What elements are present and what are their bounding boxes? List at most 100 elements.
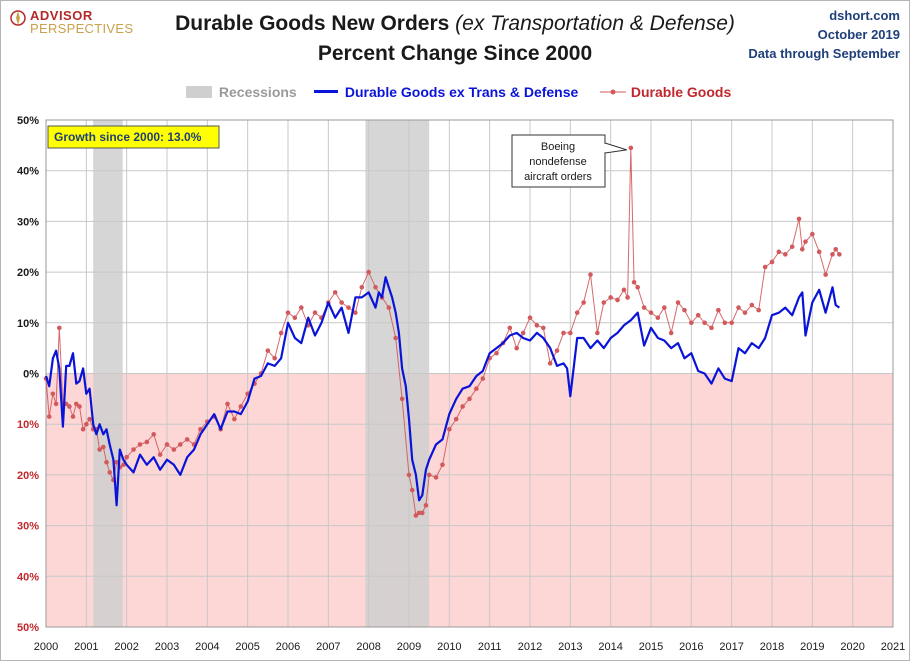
legend-series-durable: Durable Goods xyxy=(600,84,731,100)
durable-goods-point xyxy=(783,252,788,257)
durable-goods-point xyxy=(80,426,86,432)
advisor-perspectives-logo: ADVISOR PERSPECTIVES xyxy=(8,6,158,40)
durable-goods-point xyxy=(689,320,694,326)
durable-goods-point xyxy=(749,302,755,308)
ex-trans-swatch xyxy=(314,90,338,93)
durable-goods-point xyxy=(359,285,365,290)
source-data-through: Data through September xyxy=(748,46,900,61)
durable-goods-point xyxy=(474,386,479,392)
durable-goods-point xyxy=(184,437,190,442)
x-tick-label: 2019 xyxy=(800,641,824,653)
growth-callout: Growth since 2000: 13.0% xyxy=(47,125,220,149)
durable-goods-point xyxy=(762,264,768,270)
durable-goods-point xyxy=(409,487,415,493)
durable-goods-point xyxy=(635,285,640,290)
callout-text-line: aircraft orders xyxy=(524,171,592,183)
durable-goods-point xyxy=(608,295,613,300)
durable-goods-point xyxy=(299,305,304,310)
durable-goods-point xyxy=(87,416,92,422)
negative-zone xyxy=(46,373,893,627)
durable-goods-point xyxy=(736,305,741,310)
durable-goods-point xyxy=(46,414,52,419)
growth-box xyxy=(47,125,220,149)
durable-goods-point xyxy=(799,246,805,252)
durable-goods-point xyxy=(816,249,822,255)
callout-box xyxy=(511,134,606,188)
durable-goods-point xyxy=(416,510,422,516)
x-tick-label: 2008 xyxy=(356,641,380,653)
durable-goods-point xyxy=(823,272,828,277)
durable-goods-point xyxy=(107,470,113,475)
durable-goods-point xyxy=(810,231,815,237)
boeing-callout: Boeing nondefense aircraft orders xyxy=(511,134,627,188)
x-tick-label: 2009 xyxy=(397,641,421,653)
durable-goods-point xyxy=(520,330,526,336)
legend-ex-trans-label: Durable Goods ex Trans & Defense xyxy=(344,84,579,100)
durable-goods-point xyxy=(742,310,748,315)
durable-goods-point xyxy=(292,315,298,321)
source-date: October 2019 xyxy=(817,27,900,42)
durable-goods-point xyxy=(399,396,405,402)
legend-recessions: Recessions xyxy=(186,84,297,100)
durable-goods-point xyxy=(675,300,681,305)
chart-legend: Recessions Durable Goods ex Trans & Defe… xyxy=(0,84,910,100)
durable-goods-point xyxy=(447,426,452,432)
durable-goods-point xyxy=(97,447,102,452)
durable-goods-point xyxy=(144,439,150,445)
durable-goods-point xyxy=(53,401,59,407)
x-tick-label: 2001 xyxy=(74,641,98,653)
durable-goods-point xyxy=(285,310,291,315)
durable-goods-point xyxy=(73,401,79,407)
source-site: dshort.com xyxy=(829,8,900,23)
durable-goods-point xyxy=(729,320,734,326)
durable-goods-point xyxy=(346,305,351,310)
durable-goods-point xyxy=(312,310,318,315)
title-italic: (ex Transportation & Defense) xyxy=(455,12,735,35)
y-tick-label: 30% xyxy=(17,521,39,533)
x-tick-label: 2016 xyxy=(679,641,703,653)
y-tick-label: 20% xyxy=(17,470,39,482)
durable-goods-point xyxy=(756,307,761,313)
durable-goods-point xyxy=(695,312,701,318)
durable-goods-point xyxy=(722,320,728,326)
durable-goods-point xyxy=(114,459,119,465)
durable-goods-point xyxy=(151,432,156,437)
durable-goods-point xyxy=(440,462,445,468)
durable-goods-point xyxy=(833,246,839,252)
durable-goods-point xyxy=(332,290,338,295)
x-tick-label: 2000 xyxy=(34,641,58,653)
y-tick-label: 10% xyxy=(17,318,39,330)
durable-goods-point xyxy=(373,285,378,290)
title-main: Durable Goods New Orders xyxy=(175,12,450,35)
durable-goods-point xyxy=(803,239,808,244)
x-tick-label: 2018 xyxy=(760,641,784,653)
legend-recessions-label: Recessions xyxy=(218,84,297,100)
durable-goods-point xyxy=(662,305,667,310)
logo-text: ADVISOR xyxy=(30,8,93,23)
durable-goods-point xyxy=(171,447,177,452)
durable-goods-point xyxy=(178,442,183,447)
durable-goods-point xyxy=(641,305,647,310)
durable-goods-point xyxy=(574,310,580,315)
durable-goods-point xyxy=(554,348,560,353)
durable-goods-point xyxy=(648,310,654,315)
durable-goods-point xyxy=(70,414,76,419)
recession-swatch xyxy=(186,86,212,98)
x-tick-label: 2004 xyxy=(195,641,219,653)
plot-border xyxy=(45,119,894,628)
durable-goods-point xyxy=(631,279,637,285)
callout-pointer xyxy=(604,142,627,154)
durable-goods-point xyxy=(776,249,782,255)
durable-goods-point xyxy=(668,330,674,336)
durable-goods-point xyxy=(514,345,519,351)
durable-goods-point xyxy=(386,305,392,310)
durable-goods-point xyxy=(628,145,634,151)
durable-goods-point xyxy=(595,330,600,336)
durable-goods-point xyxy=(121,462,126,468)
durable-goods-point xyxy=(716,307,721,313)
legend-durable-label: Durable Goods xyxy=(630,84,732,100)
durable-goods-point xyxy=(406,472,412,478)
durable-goods-point xyxy=(413,513,419,518)
durable-goods-point xyxy=(789,244,795,250)
durable-goods-point xyxy=(366,269,371,275)
